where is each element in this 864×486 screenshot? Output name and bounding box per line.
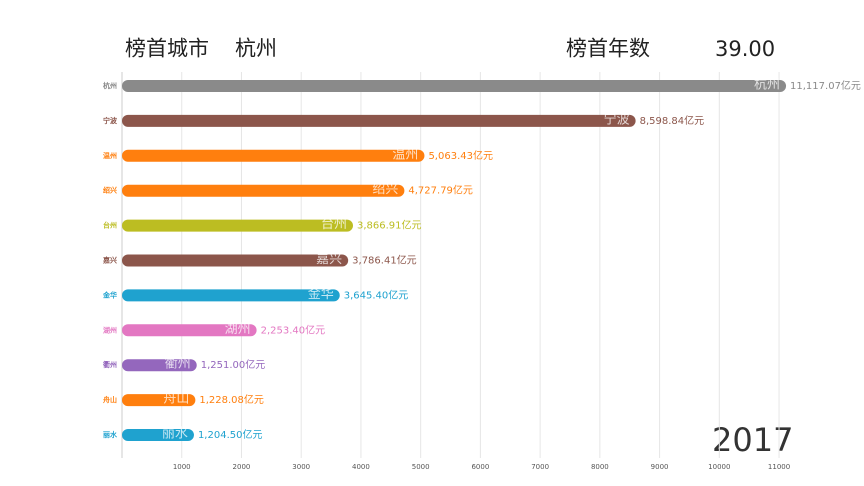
bar (122, 429, 194, 441)
bar-inner-label: 舟山 (163, 392, 189, 407)
y-tick-label: 台州 (103, 221, 117, 230)
x-tick-label: 5000 (412, 463, 430, 471)
year-label: 2017 (712, 421, 793, 459)
value-label: 1,204.50亿元 (198, 428, 263, 441)
bar-inner-label: 丽水 (162, 427, 188, 442)
bar-inner-label: 宁波 (604, 111, 630, 127)
y-tick-label: 温州 (103, 151, 117, 160)
y-tick-label: 宁波 (103, 116, 118, 125)
leader-city: 杭州 (235, 37, 277, 61)
x-tick-label: 1000 (173, 463, 191, 471)
years-label: 榜首年数 (566, 37, 650, 61)
bar (122, 80, 787, 92)
bar (122, 219, 353, 232)
value-label: 3,866.91亿元 (357, 219, 422, 232)
bar (122, 394, 196, 407)
value-label: 1,251.00亿元 (201, 358, 266, 371)
y-tick-label: 丽水 (103, 430, 118, 439)
bar-inner-label: 杭州 (754, 78, 780, 93)
bar (122, 254, 349, 267)
value-label: 5,063.43亿元 (428, 149, 493, 162)
value-label: 4,727.79亿元 (408, 184, 473, 197)
y-tick-label: 湖州 (103, 325, 117, 334)
x-tick-label: 9000 (651, 463, 669, 471)
bar (122, 289, 340, 302)
years-value: 39.00 (715, 37, 775, 61)
bar (122, 359, 197, 372)
bar (122, 114, 636, 127)
x-tick-label: 6000 (471, 463, 489, 471)
leader-label: 榜首城市 (125, 37, 209, 61)
bar-inner-label: 台州 (321, 217, 347, 232)
value-label: 1,228.08亿元 (199, 393, 264, 406)
bar-inner-label: 湖州 (225, 322, 251, 337)
x-tick-label: 4000 (352, 463, 370, 471)
y-tick-label: 舟山 (103, 395, 117, 404)
bar-inner-label: 金华 (308, 286, 334, 302)
y-tick-label: 金华 (102, 290, 117, 299)
y-tick-label: 杭州 (103, 81, 117, 90)
bar (122, 324, 257, 337)
bar-inner-label: 温州 (392, 147, 418, 162)
bar-inner-label: 绍兴 (372, 182, 398, 197)
x-tick-label: 10000 (708, 463, 730, 471)
value-label: 11,117.07亿元 (790, 79, 861, 92)
y-tick-label: 衢州 (103, 360, 117, 369)
bar-inner-label: 嘉兴 (316, 252, 342, 267)
value-label: 8,598.84亿元 (640, 114, 705, 127)
x-tick-label: 7000 (531, 463, 549, 471)
x-tick-label: 3000 (292, 463, 310, 471)
x-tick-label: 11000 (768, 463, 790, 471)
x-tick-label: 2000 (233, 463, 251, 471)
bar (122, 149, 425, 162)
bar-inner-label: 衢州 (165, 357, 191, 372)
bar (122, 184, 405, 197)
y-tick-label: 绍兴 (103, 186, 117, 195)
value-label: 2,253.40亿元 (261, 323, 326, 336)
x-tick-label: 8000 (591, 463, 609, 471)
y-tick-label: 嘉兴 (102, 256, 117, 265)
value-label: 3,786.41亿元 (352, 254, 417, 267)
value-label: 3,645.40亿元 (344, 288, 409, 301)
